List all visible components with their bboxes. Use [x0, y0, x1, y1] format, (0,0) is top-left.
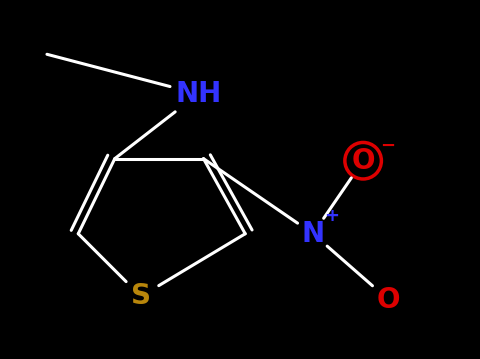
Text: O: O: [351, 147, 375, 175]
Text: O: O: [376, 285, 400, 313]
Text: S: S: [131, 283, 151, 311]
Text: N: N: [301, 220, 324, 248]
Text: −: −: [381, 137, 396, 155]
Text: NH: NH: [175, 80, 221, 108]
Text: +: +: [324, 207, 339, 225]
